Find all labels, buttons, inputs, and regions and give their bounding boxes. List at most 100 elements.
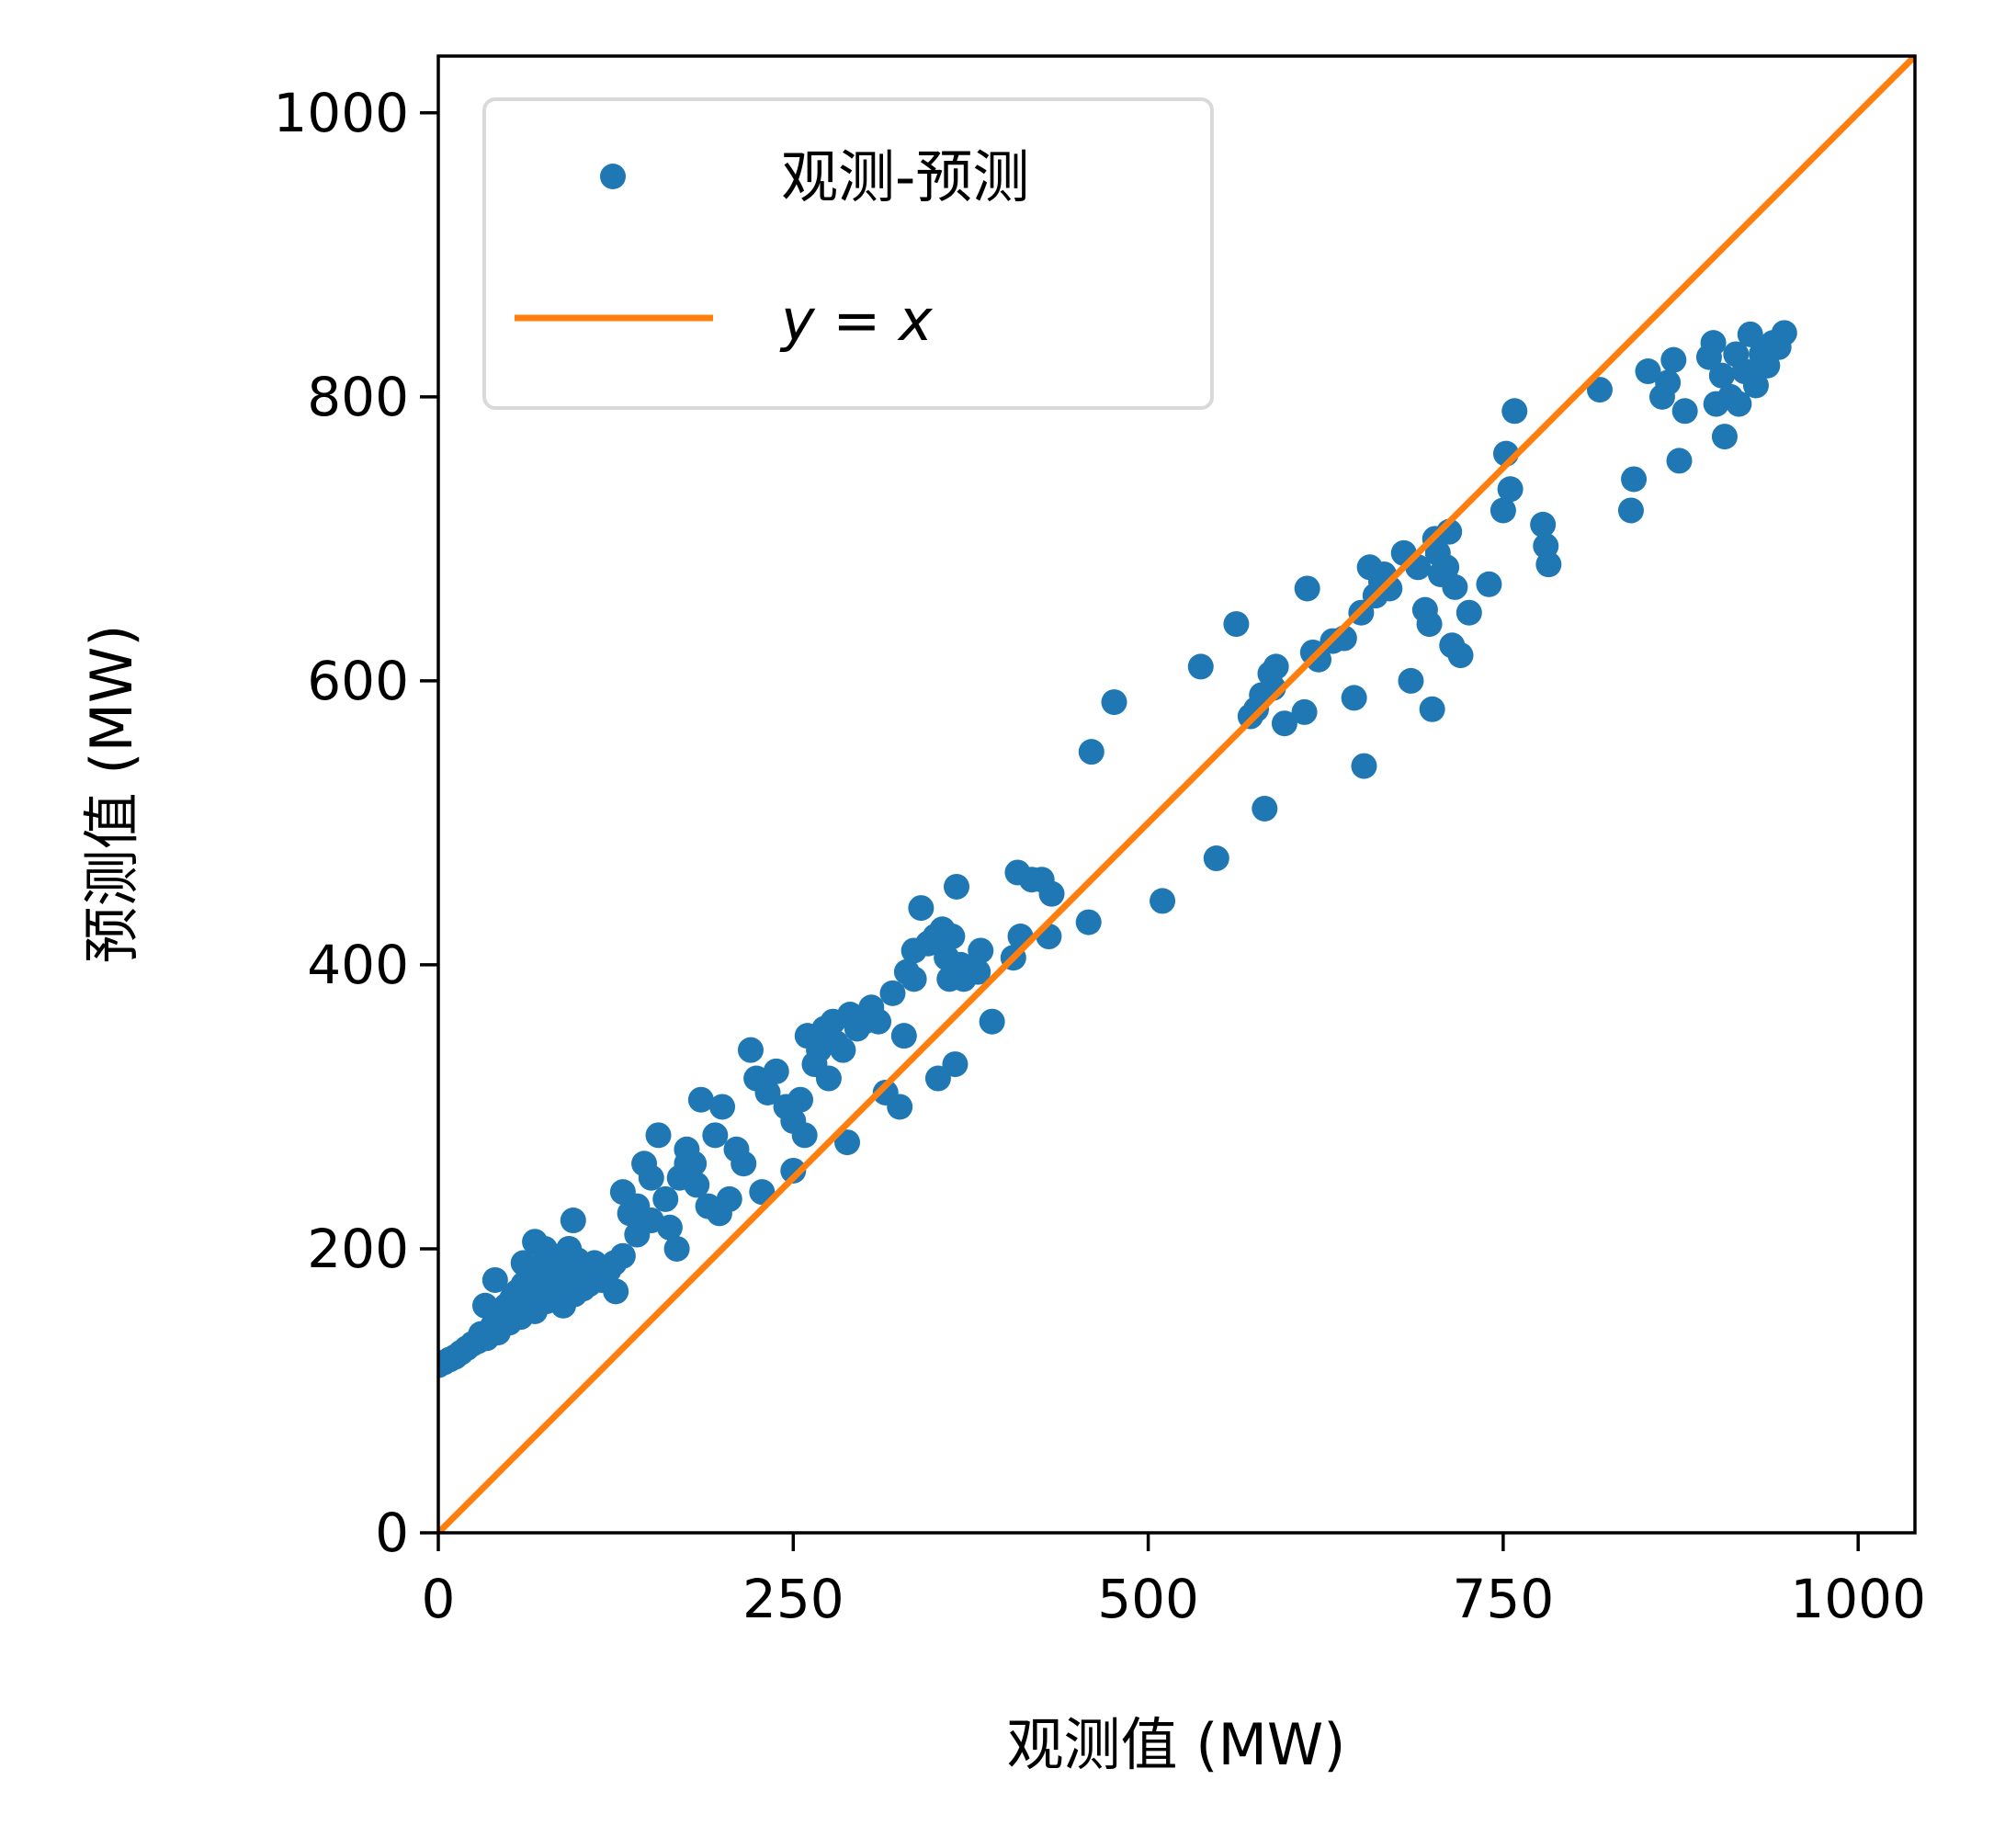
- legend-line-label: y = x: [779, 287, 934, 354]
- data-point: [979, 1008, 1005, 1035]
- data-point: [1586, 377, 1613, 403]
- data-point: [1419, 696, 1445, 722]
- data-point: [652, 1185, 679, 1212]
- data-point: [1742, 372, 1769, 399]
- data-point: [1038, 880, 1065, 907]
- y-tick-label: 0: [375, 1502, 409, 1564]
- data-point: [1271, 710, 1297, 737]
- legend-scatter-marker: [600, 164, 626, 189]
- data-point: [1447, 642, 1474, 669]
- y-tick-label: 1000: [273, 82, 409, 144]
- data-point: [702, 1122, 729, 1149]
- x-tick-label: 1000: [1790, 1568, 1926, 1630]
- y-tick-label: 800: [307, 366, 409, 428]
- data-point: [1726, 391, 1752, 417]
- data-point: [684, 1172, 710, 1198]
- x-tick-label: 750: [1453, 1568, 1555, 1630]
- x-axis-title: 观测值 (MW): [1007, 1711, 1346, 1778]
- data-point: [481, 1266, 508, 1293]
- data-point: [531, 1235, 558, 1262]
- legend: 观测-预测 y = x: [482, 97, 1214, 410]
- y-tick-label: 600: [307, 650, 409, 712]
- data-point: [731, 1151, 757, 1177]
- data-point: [1433, 554, 1460, 581]
- data-point: [737, 1037, 764, 1063]
- data-point: [1078, 739, 1104, 765]
- scatter-series: [438, 320, 1797, 1378]
- data-point: [791, 1122, 818, 1149]
- data-point: [1351, 753, 1377, 779]
- data-point: [1708, 362, 1735, 389]
- x-tick-label: 250: [742, 1568, 844, 1630]
- data-point: [901, 966, 927, 992]
- data-point: [601, 1250, 628, 1276]
- data-point: [1442, 573, 1468, 600]
- y-tick-label: 200: [307, 1218, 409, 1280]
- data-point: [763, 1058, 789, 1084]
- data-point: [1150, 888, 1176, 914]
- data-point: [942, 1051, 969, 1078]
- data-point: [1666, 448, 1693, 474]
- data-point: [1635, 358, 1661, 385]
- data-point: [1263, 653, 1289, 680]
- data-point: [560, 1207, 586, 1234]
- data-point: [866, 1008, 892, 1035]
- data-point: [663, 1235, 690, 1262]
- y-tick-label: 400: [307, 934, 409, 996]
- x-axis: 0 250 500 750 1000: [422, 1533, 1926, 1630]
- data-point: [834, 1129, 861, 1156]
- data-point: [1501, 398, 1528, 425]
- data-point: [1456, 599, 1482, 626]
- data-point: [1535, 551, 1562, 578]
- data-point: [787, 1086, 814, 1113]
- data-point: [968, 937, 994, 964]
- data-point: [687, 1086, 714, 1113]
- data-point: [656, 1214, 683, 1241]
- data-point: [638, 1164, 664, 1191]
- data-point: [1416, 611, 1443, 638]
- data-point: [1737, 321, 1763, 347]
- data-point: [924, 1065, 951, 1092]
- data-point: [1101, 689, 1127, 716]
- data-point: [830, 1037, 856, 1063]
- data-point: [1617, 497, 1644, 524]
- data-point: [887, 1094, 913, 1120]
- data-point: [1660, 346, 1687, 373]
- legend-box: [482, 97, 1214, 410]
- data-point: [1497, 476, 1524, 503]
- plot-area-frame: [436, 54, 1917, 1535]
- data-point: [1294, 575, 1320, 602]
- data-point: [1398, 667, 1424, 694]
- data-point: [1621, 466, 1648, 493]
- data-point: [1306, 646, 1332, 673]
- data-point: [1341, 685, 1367, 711]
- data-point: [1476, 571, 1502, 597]
- data-point: [681, 1151, 708, 1177]
- data-point: [1490, 497, 1516, 524]
- legend-scatter-label: 观测-预测: [781, 143, 1029, 210]
- data-point: [1376, 575, 1403, 602]
- data-point: [471, 1292, 498, 1319]
- data-point: [879, 980, 906, 1006]
- data-point: [939, 924, 966, 950]
- data-point: [603, 1278, 629, 1305]
- data-point: [908, 895, 935, 922]
- y-axis-title: 预测值 (MW): [78, 625, 145, 964]
- data-point: [1771, 320, 1797, 346]
- data-point: [815, 1065, 842, 1092]
- x-tick-label: 500: [1097, 1568, 1199, 1630]
- data-point: [510, 1250, 537, 1276]
- data-point: [1655, 369, 1682, 396]
- data-point: [780, 1157, 807, 1184]
- identity-line: [438, 56, 1915, 1533]
- y-axis: 0 200 400 600 800 1000: [273, 82, 438, 1564]
- data-point: [1252, 795, 1278, 822]
- data-point: [1700, 330, 1727, 357]
- data-point: [890, 1023, 917, 1049]
- data-point: [1223, 611, 1250, 638]
- data-point: [1291, 698, 1318, 725]
- data-point: [1187, 653, 1214, 680]
- data-point: [645, 1122, 672, 1149]
- data-point: [716, 1185, 742, 1212]
